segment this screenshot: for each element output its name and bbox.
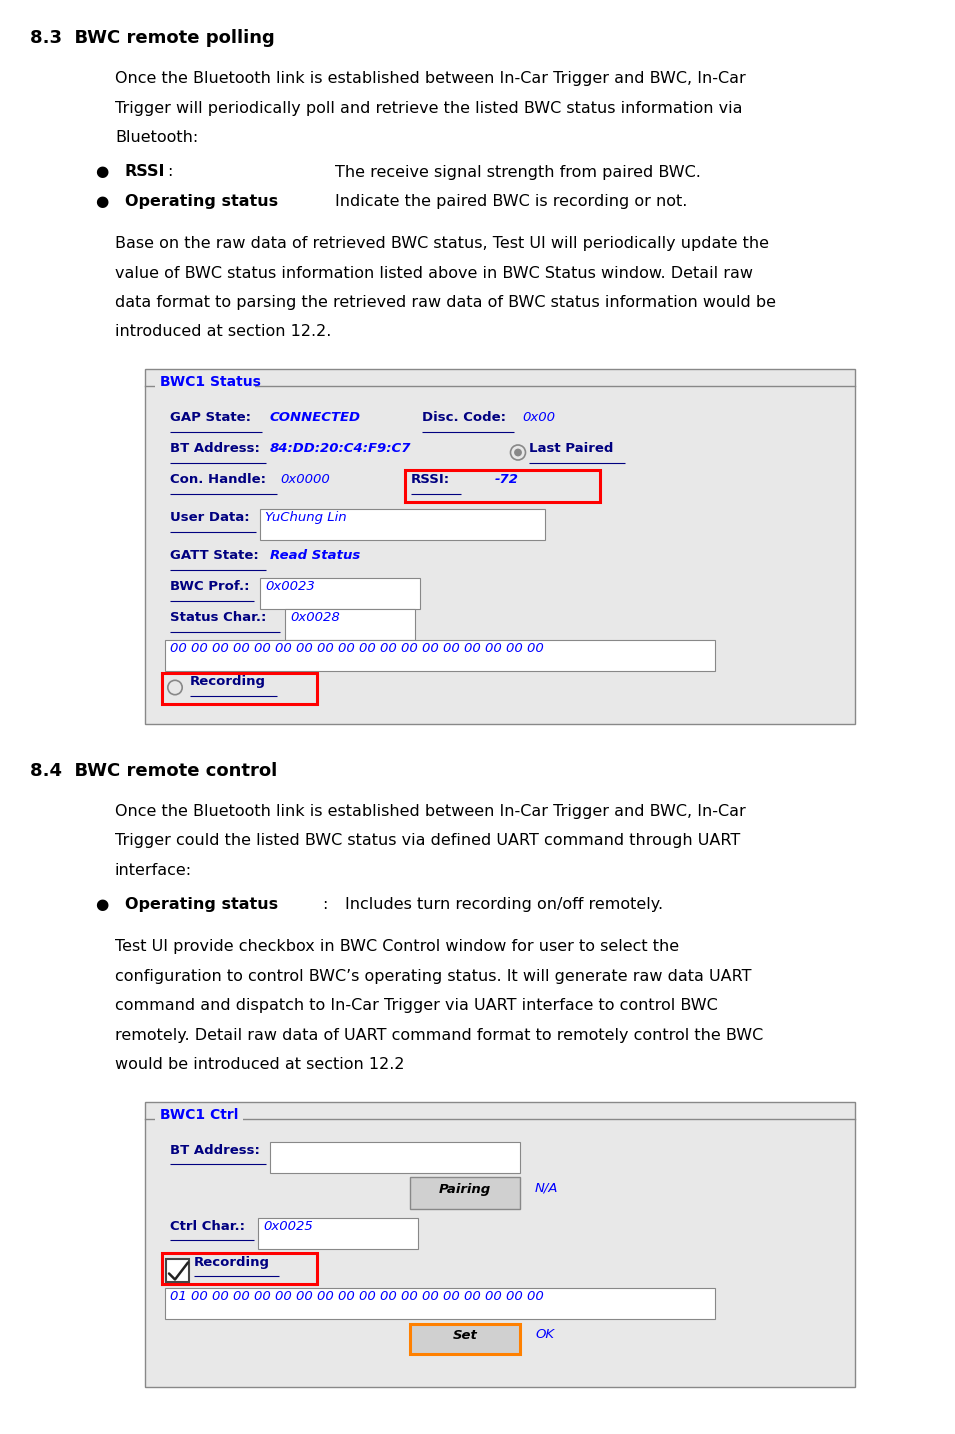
Bar — [165, 1288, 715, 1319]
Text: Status Char.:: Status Char.: — [170, 611, 266, 624]
Text: CONNECTED: CONNECTED — [270, 412, 361, 424]
Text: RSSI:: RSSI: — [411, 473, 450, 486]
Text: would be introduced at section 12.2: would be introduced at section 12.2 — [115, 1057, 405, 1073]
Text: value of BWC status information listed above in BWC Status window. Detail raw: value of BWC status information listed a… — [115, 265, 753, 281]
Text: 01 00 00 00 00 00 00 00 00 00 00 00 00 00 00 00 00 00: 01 00 00 00 00 00 00 00 00 00 00 00 00 0… — [170, 1291, 543, 1304]
Text: User Data:: User Data: — [170, 511, 249, 523]
Text: 00 00 00 00 00 00 00 00 00 00 00 00 00 00 00 00 00 00: 00 00 00 00 00 00 00 00 00 00 00 00 00 0… — [170, 642, 543, 655]
Text: OK: OK — [535, 1328, 554, 1341]
Text: configuration to control BWC’s operating status. It will generate raw data UART: configuration to control BWC’s operating… — [115, 969, 752, 984]
Text: -72: -72 — [495, 473, 519, 486]
Text: 8.3  BWC remote polling: 8.3 BWC remote polling — [30, 29, 275, 47]
Text: 0x0028: 0x0028 — [290, 611, 340, 624]
Text: Ctrl Char.:: Ctrl Char.: — [170, 1220, 245, 1233]
Text: Trigger will periodically poll and retrieve the listed BWC status information vi: Trigger will periodically poll and retri… — [115, 100, 742, 116]
Text: Base on the raw data of retrieved BWC status, Test UI will periodically update t: Base on the raw data of retrieved BWC st… — [115, 237, 769, 251]
Text: N/A: N/A — [535, 1182, 559, 1195]
Text: Pairing: Pairing — [439, 1183, 491, 1196]
Text: BWC1 Status: BWC1 Status — [160, 376, 261, 389]
Text: BWC1 Ctrl: BWC1 Ctrl — [160, 1108, 239, 1121]
Bar — [162, 673, 317, 704]
Text: Includes turn recording on/off remotely.: Includes turn recording on/off remotely. — [345, 898, 663, 912]
Text: remotely. Detail raw data of UART command format to remotely control the BWC: remotely. Detail raw data of UART comman… — [115, 1028, 763, 1043]
Bar — [410, 1325, 520, 1355]
Text: Set: Set — [453, 1329, 478, 1342]
Text: command and dispatch to In-Car Trigger via UART interface to control BWC: command and dispatch to In-Car Trigger v… — [115, 998, 718, 1014]
Text: interface:: interface: — [115, 863, 192, 878]
Text: Operating status: Operating status — [125, 194, 278, 209]
Text: GATT State:: GATT State: — [170, 549, 259, 562]
Text: YuChung Lin: YuChung Lin — [265, 511, 347, 523]
Text: Test UI provide checkbox in BWC Control window for user to select the: Test UI provide checkbox in BWC Control … — [115, 939, 679, 955]
Bar — [145, 1101, 855, 1387]
Text: Last Paired: Last Paired — [529, 442, 613, 455]
Bar — [155, 1107, 243, 1129]
Text: Bluetooth:: Bluetooth: — [115, 130, 199, 145]
Text: RSSI: RSSI — [125, 165, 165, 179]
Text: BT Address:: BT Address: — [170, 442, 260, 455]
Text: GAP State:: GAP State: — [170, 412, 251, 424]
Bar — [410, 1177, 520, 1209]
Text: BT Address:: BT Address: — [170, 1144, 260, 1157]
Text: 0x0000: 0x0000 — [280, 473, 329, 486]
Bar — [145, 369, 855, 724]
Text: 0x0025: 0x0025 — [263, 1220, 312, 1233]
Text: Once the Bluetooth link is established between In-Car Trigger and BWC, In-Car: Once the Bluetooth link is established b… — [115, 72, 746, 86]
Bar — [166, 1259, 189, 1282]
Bar — [165, 640, 715, 671]
Text: ●: ● — [95, 898, 108, 912]
Text: Disc. Code:: Disc. Code: — [422, 412, 506, 424]
Bar — [405, 469, 600, 502]
Text: Trigger could the listed BWC status via defined UART command through UART: Trigger could the listed BWC status via … — [115, 833, 740, 849]
Bar — [260, 578, 420, 609]
Text: Operating status: Operating status — [125, 898, 278, 912]
Text: Recording: Recording — [194, 1256, 270, 1269]
Text: Indicate the paired BWC is recording or not.: Indicate the paired BWC is recording or … — [335, 194, 688, 209]
Text: BWC Prof.:: BWC Prof.: — [170, 579, 249, 594]
Text: Con. Handle:: Con. Handle: — [170, 473, 266, 486]
Text: 84:DD:20:C4:F9:C7: 84:DD:20:C4:F9:C7 — [270, 442, 412, 455]
Text: 8.4  BWC remote control: 8.4 BWC remote control — [30, 761, 277, 780]
Circle shape — [515, 449, 521, 456]
Text: :: : — [167, 165, 172, 179]
Text: ●: ● — [95, 165, 108, 179]
Bar — [155, 374, 255, 396]
Text: introduced at section 12.2.: introduced at section 12.2. — [115, 324, 331, 340]
Bar — [260, 509, 545, 541]
Text: 0x0023: 0x0023 — [265, 579, 315, 594]
Text: ●: ● — [95, 194, 108, 209]
Text: :: : — [322, 898, 328, 912]
Text: 0x00: 0x00 — [522, 412, 555, 424]
Bar — [258, 1217, 418, 1249]
Bar — [285, 609, 415, 640]
Text: The receive signal strength from paired BWC.: The receive signal strength from paired … — [335, 165, 701, 179]
Text: data format to parsing the retrieved raw data of BWC status information would be: data format to parsing the retrieved raw… — [115, 295, 776, 310]
Text: Read Status: Read Status — [270, 549, 360, 562]
Bar — [270, 1141, 520, 1173]
Bar — [162, 1253, 317, 1283]
Text: Once the Bluetooth link is established between In-Car Trigger and BWC, In-Car: Once the Bluetooth link is established b… — [115, 804, 746, 819]
Text: Recording: Recording — [190, 675, 266, 688]
